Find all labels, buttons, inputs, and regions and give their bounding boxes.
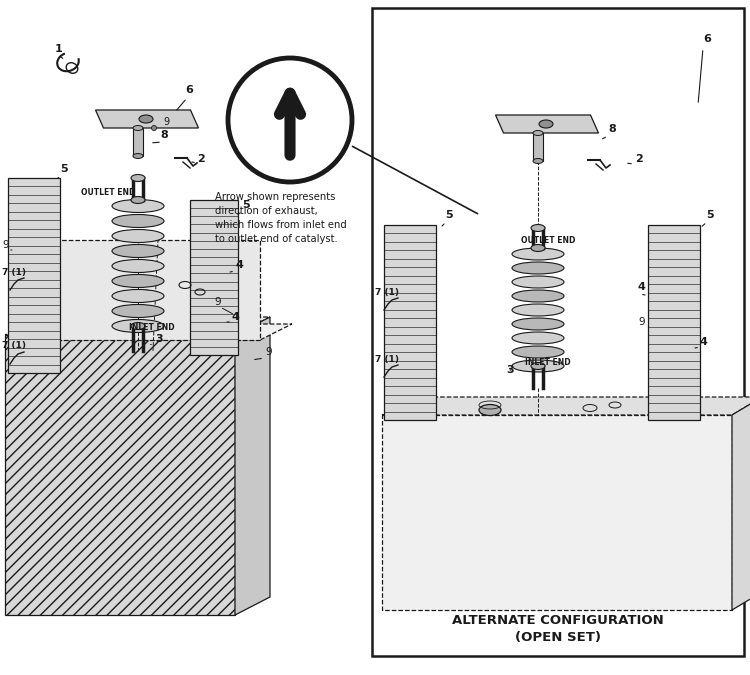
Ellipse shape <box>539 120 553 128</box>
Text: 9: 9 <box>2 240 9 250</box>
Polygon shape <box>496 115 598 133</box>
Ellipse shape <box>112 230 164 242</box>
Polygon shape <box>95 110 199 128</box>
Polygon shape <box>55 324 292 340</box>
Text: INLET END: INLET END <box>525 358 571 367</box>
Polygon shape <box>5 317 270 335</box>
Polygon shape <box>382 397 750 415</box>
Text: 9: 9 <box>163 117 170 127</box>
Text: 9: 9 <box>214 297 221 307</box>
Text: 5: 5 <box>242 200 250 210</box>
Polygon shape <box>648 225 700 420</box>
Ellipse shape <box>531 225 545 232</box>
Text: 7 (1): 7 (1) <box>375 355 399 364</box>
Ellipse shape <box>112 200 164 213</box>
Text: 1: 1 <box>55 44 63 54</box>
Text: 5: 5 <box>445 210 452 220</box>
Polygon shape <box>382 415 732 610</box>
Text: 4: 4 <box>638 282 646 292</box>
Text: OUTLET END: OUTLET END <box>81 188 135 197</box>
Ellipse shape <box>112 290 164 302</box>
Text: 6: 6 <box>185 85 193 95</box>
Text: 8: 8 <box>608 124 616 134</box>
Ellipse shape <box>531 244 545 252</box>
Text: 4: 4 <box>235 260 243 270</box>
Ellipse shape <box>112 304 164 317</box>
Text: (OPEN SET): (OPEN SET) <box>515 632 601 645</box>
Text: 3: 3 <box>155 334 163 344</box>
Text: INLET END: INLET END <box>129 323 175 332</box>
Ellipse shape <box>112 319 164 333</box>
Text: 5: 5 <box>706 210 714 220</box>
Ellipse shape <box>112 244 164 257</box>
Text: OUTLET END: OUTLET END <box>520 236 575 245</box>
Ellipse shape <box>479 404 501 416</box>
Polygon shape <box>190 200 238 355</box>
Polygon shape <box>732 397 750 610</box>
Ellipse shape <box>131 175 145 182</box>
Ellipse shape <box>533 130 543 136</box>
Ellipse shape <box>533 159 543 163</box>
Text: 9: 9 <box>638 317 644 327</box>
Text: 2: 2 <box>635 154 643 164</box>
Text: 2: 2 <box>197 154 205 164</box>
Ellipse shape <box>131 196 145 203</box>
Ellipse shape <box>512 262 564 274</box>
Ellipse shape <box>131 323 145 329</box>
Ellipse shape <box>531 362 545 369</box>
Ellipse shape <box>133 126 143 130</box>
Ellipse shape <box>512 304 564 316</box>
Text: 7 (1): 7 (1) <box>2 341 26 350</box>
Polygon shape <box>8 178 60 373</box>
Text: Arrow shown represents
direction of exhaust,
which flows from inlet end
to outle: Arrow shown represents direction of exha… <box>215 192 346 244</box>
Ellipse shape <box>133 153 143 159</box>
Text: 8: 8 <box>160 130 168 140</box>
Polygon shape <box>55 240 260 340</box>
Bar <box>533 133 543 161</box>
Ellipse shape <box>512 360 564 372</box>
Text: 4: 4 <box>232 312 240 322</box>
Ellipse shape <box>112 215 164 227</box>
Text: 9: 9 <box>265 347 272 357</box>
Polygon shape <box>384 225 436 420</box>
Ellipse shape <box>512 346 564 358</box>
Ellipse shape <box>112 275 164 288</box>
Polygon shape <box>235 317 270 615</box>
Ellipse shape <box>139 115 153 123</box>
Bar <box>133 128 143 156</box>
Text: 5: 5 <box>60 164 68 174</box>
Text: 7 (1): 7 (1) <box>2 268 26 277</box>
Polygon shape <box>5 335 235 615</box>
Circle shape <box>228 58 352 182</box>
Ellipse shape <box>512 276 564 288</box>
Ellipse shape <box>512 248 564 260</box>
Ellipse shape <box>512 332 564 344</box>
Ellipse shape <box>136 290 154 300</box>
Text: 7 (1): 7 (1) <box>375 288 399 297</box>
Text: 6: 6 <box>703 34 711 44</box>
Text: 4: 4 <box>700 337 708 347</box>
Ellipse shape <box>512 318 564 330</box>
Text: ALTERNATE CONFIGURATION: ALTERNATE CONFIGURATION <box>452 614 664 626</box>
Bar <box>372 8 744 656</box>
Ellipse shape <box>512 290 564 302</box>
Text: 3: 3 <box>506 365 514 375</box>
Circle shape <box>152 126 157 130</box>
Ellipse shape <box>112 259 164 273</box>
